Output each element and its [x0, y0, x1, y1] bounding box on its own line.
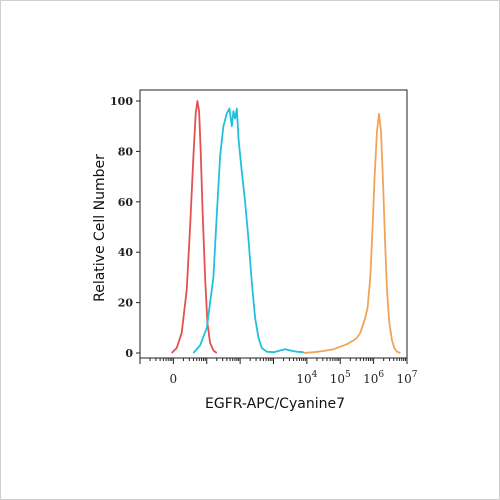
histogram-series-2 — [192, 107, 304, 354]
y-tick-label: 40 — [118, 246, 134, 259]
x-tick-label: 105 — [330, 370, 351, 386]
x-tick-label: 0 — [170, 372, 178, 386]
y-tick-label: 0 — [125, 347, 133, 360]
plot-frame — [139, 89, 408, 359]
x-tick-label: 107 — [396, 370, 417, 386]
histogram-series-3 — [303, 112, 401, 354]
y-tick-label: 80 — [118, 145, 134, 158]
x-tick-label: 104 — [296, 370, 317, 386]
y-tick-label: 20 — [118, 297, 134, 310]
y-tick-label: 60 — [118, 196, 134, 209]
x-tick-label: 106 — [363, 370, 384, 386]
histogram-series-1 — [171, 100, 218, 354]
x-axis-label: EGFR-APC/Cyanine7 — [205, 396, 345, 412]
y-axis-label: Relative Cell Number — [92, 154, 108, 302]
y-tick-label: 100 — [110, 95, 133, 108]
